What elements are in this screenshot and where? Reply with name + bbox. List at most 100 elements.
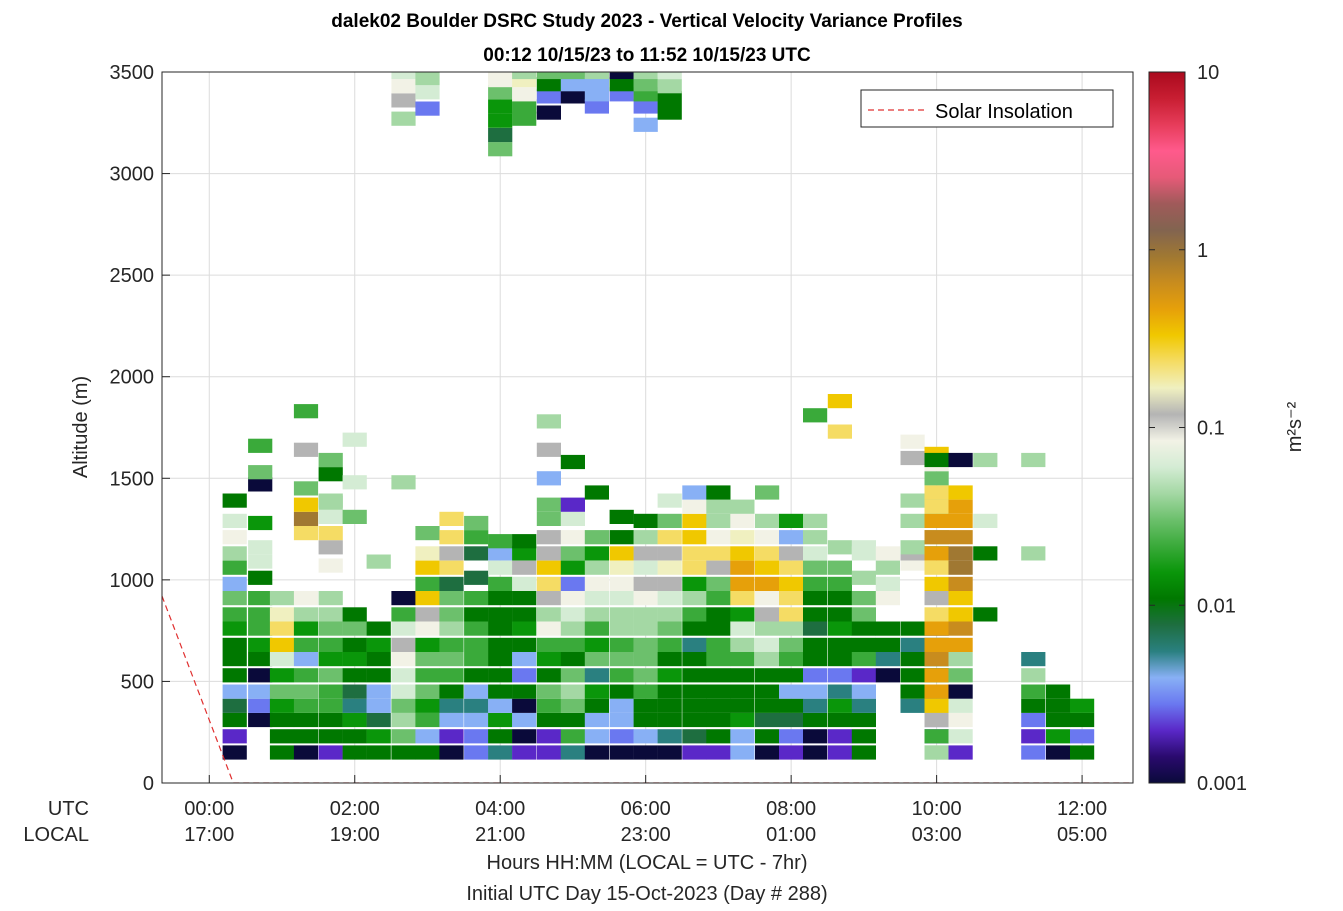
heatmap-cell (293, 698, 319, 713)
heatmap-cell (248, 652, 273, 667)
heatmap-cell (439, 546, 464, 561)
heatmap-cell (318, 684, 343, 699)
heatmap-cell (851, 591, 876, 606)
heatmap-cell (609, 509, 634, 524)
heatmap-cell (900, 668, 925, 683)
heatmap-cell (1046, 712, 1071, 728)
row-label-local: LOCAL (23, 824, 89, 846)
heatmap-cell (391, 111, 416, 126)
heatmap-cell (488, 560, 513, 575)
heatmap-cell (391, 79, 416, 94)
heatmap-cell (609, 621, 634, 636)
heatmap-cell (609, 745, 634, 760)
heatmap-cell (512, 607, 537, 622)
x-tick-label-local: 17:00 (184, 824, 234, 846)
heatmap-cell (633, 637, 658, 652)
heatmap-cell (900, 684, 925, 699)
heatmap-cell (730, 668, 755, 683)
heatmap-cell (293, 526, 319, 541)
heatmap-cell (633, 99, 658, 114)
heatmap-cell (366, 684, 391, 699)
heatmap-cell (948, 698, 973, 713)
heatmap-cell (318, 712, 343, 728)
heatmap-cell (755, 607, 780, 622)
heatmap-cell (439, 684, 464, 699)
heatmap-cell (755, 513, 780, 528)
y-tick-label: 500 (121, 671, 154, 693)
heatmap-cell (803, 408, 828, 423)
heatmap-cell (415, 101, 440, 116)
heatmap-cell (248, 637, 273, 652)
heatmap-cell (827, 424, 852, 439)
heatmap-cell (512, 591, 537, 606)
heatmap-cell (706, 499, 731, 514)
heatmap-cell (706, 745, 731, 760)
heatmap-cell (464, 570, 489, 585)
heatmap-cell (851, 745, 876, 760)
legend-label-solar-insolation: Solar Insolation (935, 101, 1073, 123)
heatmap-cell (536, 637, 561, 652)
heatmap-cell (730, 712, 755, 728)
heatmap-cell (464, 621, 489, 636)
heatmap-cell (1046, 684, 1071, 699)
heatmap-cell (293, 668, 319, 683)
heatmap-cell (779, 745, 804, 760)
heatmap-cell (924, 513, 949, 528)
heatmap-cell (657, 72, 682, 80)
heatmap-cell (439, 712, 464, 728)
heatmap-cell (222, 637, 247, 652)
heatmap-cell (560, 591, 585, 606)
heatmap-cell (415, 621, 440, 636)
heatmap-cell (536, 652, 561, 667)
x-tick-label-local: 03:00 (912, 824, 962, 846)
heatmap-cell (803, 684, 828, 699)
heatmap-cell (609, 576, 634, 591)
x-tick-label-utc: 02:00 (330, 798, 380, 820)
heatmap-cell (706, 621, 731, 636)
heatmap-cell (1021, 698, 1046, 713)
heatmap-cell (293, 712, 319, 728)
heatmap-cell (657, 576, 682, 591)
x-tick-label-utc: 10:00 (912, 798, 962, 820)
heatmap-cell (633, 607, 658, 622)
heatmap-cell (730, 607, 755, 622)
heatmap-cell (682, 560, 707, 575)
heatmap-cell (293, 637, 319, 652)
heatmap-cell (924, 745, 949, 760)
heatmap-cell (269, 621, 295, 636)
heatmap-cell (488, 142, 513, 157)
heatmap-cell (415, 637, 440, 652)
heatmap-cell (512, 637, 537, 652)
heatmap-cell (803, 513, 828, 528)
heatmap-cell (924, 684, 949, 699)
row-label-utc: UTC (48, 798, 89, 820)
heatmap-cell (755, 637, 780, 652)
heatmap-cell (755, 485, 780, 500)
heatmap-cell (779, 513, 804, 528)
heatmap-cell (609, 77, 634, 92)
heatmap-cell (536, 745, 561, 760)
heatmap-cell (706, 591, 731, 606)
heatmap-cell (222, 591, 247, 606)
heatmap-cell (342, 712, 367, 728)
x-tick-label-local: 21:00 (475, 824, 525, 846)
heatmap-cell (924, 698, 949, 713)
heatmap-cell (682, 652, 707, 667)
heatmap-cell (248, 438, 273, 453)
heatmap-cell (1021, 652, 1046, 667)
heatmap-cell (924, 576, 949, 591)
heatmap-cell (536, 72, 561, 80)
heatmap-cell (560, 546, 585, 561)
heatmap-cell (488, 546, 513, 561)
heatmap-cell (803, 729, 828, 744)
y-axis-label: Altitude (m) (70, 376, 92, 478)
heatmap-cell (512, 668, 537, 683)
heatmap-cell (633, 77, 658, 92)
heatmap-cell (439, 530, 464, 545)
heatmap-cell (755, 745, 780, 760)
heatmap-cell (536, 105, 561, 120)
heatmap-cell (657, 621, 682, 636)
heatmap-cell (366, 712, 391, 728)
heatmap-cell (318, 745, 343, 760)
heatmap-cell (560, 745, 585, 760)
